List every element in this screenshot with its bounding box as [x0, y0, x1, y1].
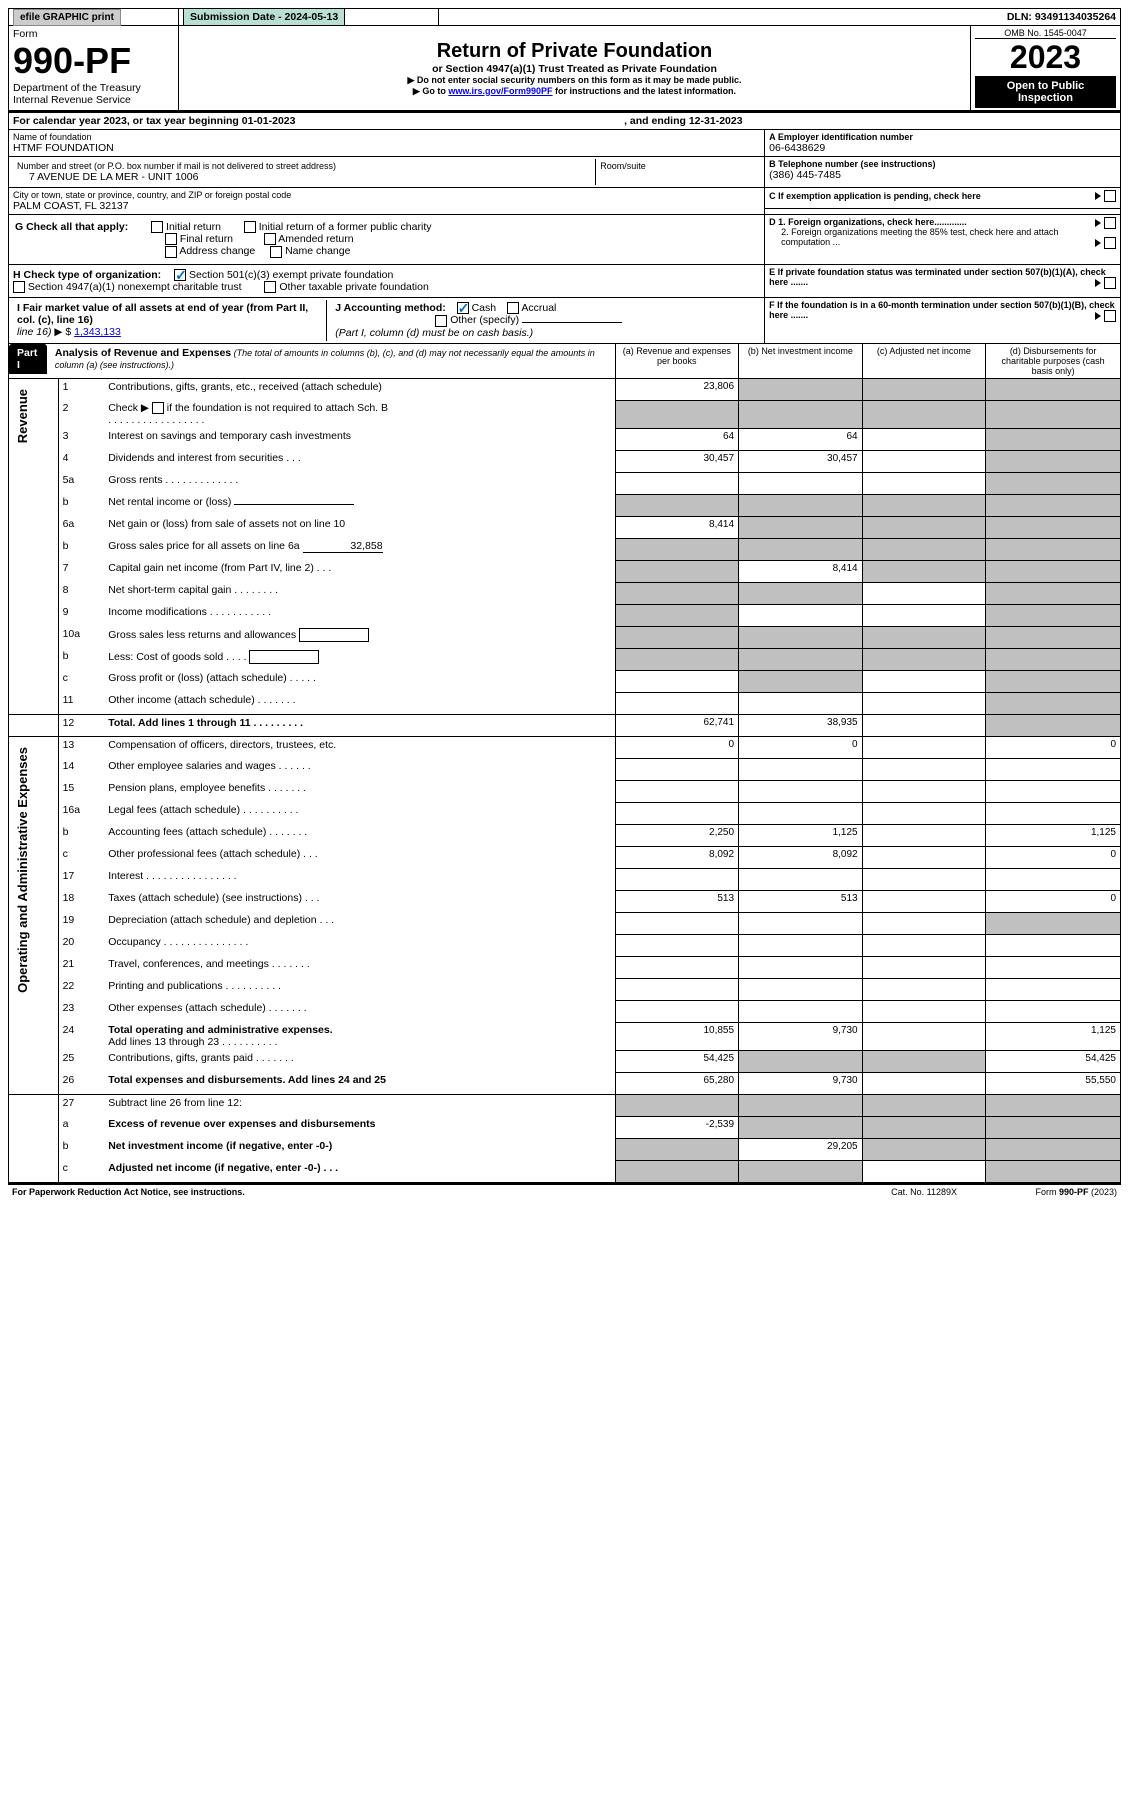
check-section: G Check all that apply: Initial return I…	[8, 215, 1121, 344]
col-d-header: (d) Disbursements for charitable purpose…	[986, 344, 1121, 379]
arrow-icon	[1095, 312, 1101, 320]
d2-checkbox[interactable]	[1104, 237, 1116, 249]
col-a-header: (a) Revenue and expenses per books	[615, 344, 739, 379]
h-4947-checkbox[interactable]	[13, 281, 25, 293]
omb: OMB No. 1545-0047	[975, 28, 1116, 39]
dept: Department of the Treasury	[13, 82, 174, 94]
irs-link[interactable]: www.irs.gov/Form990PF	[448, 86, 552, 96]
g-name-change-checkbox[interactable]	[270, 246, 282, 258]
arrow-icon	[1095, 192, 1101, 200]
tax-year: 2023	[975, 39, 1116, 76]
footer-left: For Paperwork Reduction Act Notice, see …	[8, 1184, 801, 1199]
i-label: I Fair market value of all assets at end…	[17, 302, 308, 326]
f-label: F If the foundation is in a 60-month ter…	[769, 300, 1115, 320]
col-b-header: (b) Net investment income	[739, 344, 863, 379]
c-checkbox[interactable]	[1104, 190, 1116, 202]
j-other-checkbox[interactable]	[435, 315, 447, 327]
g-label: G Check all that apply:	[15, 221, 128, 233]
warning-1: ▶ Do not enter social security numbers o…	[183, 75, 966, 86]
h-501c3-checkbox[interactable]	[174, 269, 186, 281]
g-final-checkbox[interactable]	[165, 233, 177, 245]
footer-form: Form	[1035, 1187, 1059, 1197]
e-checkbox[interactable]	[1104, 277, 1116, 289]
part1-header: Part I	[9, 344, 47, 374]
fmv-value: 1,343,133	[74, 326, 121, 338]
j-cash-checkbox[interactable]	[457, 302, 469, 314]
j-accrual-checkbox[interactable]	[507, 302, 519, 314]
form-title-box: Form 990-PF Department of the Treasury I…	[8, 26, 1121, 111]
d2-label: 2. Foreign organizations meeting the 85%…	[781, 227, 1058, 247]
irs: Internal Revenue Service	[13, 94, 174, 106]
submission-date: Submission Date - 2024-05-13	[183, 8, 345, 26]
h-label: H Check type of organization:	[13, 269, 161, 281]
form-word: Form	[13, 28, 174, 40]
arrow-icon	[1095, 239, 1101, 247]
ein-value: 06-6438629	[769, 142, 1116, 154]
part1-table: Part I Analysis of Revenue and Expenses …	[8, 344, 1121, 1183]
j-note: (Part I, column (d) must be on cash basi…	[335, 327, 533, 339]
g-initial-checkbox[interactable]	[151, 221, 163, 233]
g-addr-change-checkbox[interactable]	[165, 246, 177, 258]
form-title: Return of Private Foundation	[183, 40, 966, 63]
ein-label: A Employer identification number	[769, 132, 1116, 142]
cal-year-row: For calendar year 2023, or tax year begi…	[8, 111, 1121, 130]
d1-checkbox[interactable]	[1104, 217, 1116, 229]
h-other-checkbox[interactable]	[264, 281, 276, 293]
part1-title: Analysis of Revenue and Expenses	[55, 347, 231, 359]
col-c-header: (c) Adjusted net income	[862, 344, 986, 379]
open-public: Open to Public Inspection	[975, 76, 1116, 108]
dln: DLN: 93491134035264	[901, 9, 1121, 26]
street-address: 7 AVENUE DE LA MER - UNIT 1006	[17, 171, 591, 183]
f-checkbox[interactable]	[1104, 310, 1116, 322]
form-number: 990-PF	[13, 40, 174, 82]
e-label: E If private foundation status was termi…	[769, 267, 1106, 287]
footer: For Paperwork Reduction Act Notice, see …	[8, 1183, 1121, 1199]
entity-grid: Name of foundation HTMF FOUNDATION A Emp…	[8, 130, 1121, 215]
phone-label: B Telephone number (see instructions)	[769, 159, 1116, 169]
warning-2: ▶ Go to www.irs.gov/Form990PF for instru…	[183, 86, 966, 97]
form-subtitle: or Section 4947(a)(1) Trust Treated as P…	[183, 63, 966, 75]
addr-label: Number and street (or P.O. box number if…	[17, 161, 591, 171]
opex-label: Operating and Administrative Expenses	[13, 739, 32, 1001]
revenue-label: Revenue	[13, 381, 32, 451]
l1-a: 23,806	[615, 378, 739, 400]
header-bar: efile GRAPHIC print Submission Date - 20…	[8, 8, 1121, 26]
city-value: PALM COAST, FL 32137	[13, 200, 760, 212]
footer-cat: Cat. No. 11289X	[801, 1184, 961, 1199]
foundation-name: HTMF FOUNDATION	[13, 142, 760, 154]
j-label: J Accounting method:	[335, 302, 445, 314]
g-initial-former-checkbox[interactable]	[244, 221, 256, 233]
arrow-icon	[1095, 279, 1101, 287]
d1-label: D 1. Foreign organizations, check here..…	[769, 217, 967, 227]
phone-value: (386) 445-7485	[769, 169, 1116, 181]
foundation-name-label: Name of foundation	[13, 132, 760, 142]
arrow-icon	[1095, 219, 1101, 227]
c-label: C If exemption application is pending, c…	[769, 191, 981, 201]
g-amended-checkbox[interactable]	[264, 233, 276, 245]
efile-button[interactable]: efile GRAPHIC print	[13, 9, 121, 26]
city-label: City or town, state or province, country…	[13, 190, 760, 200]
l2-checkbox[interactable]	[152, 402, 164, 414]
room-label: Room/suite	[596, 159, 760, 185]
